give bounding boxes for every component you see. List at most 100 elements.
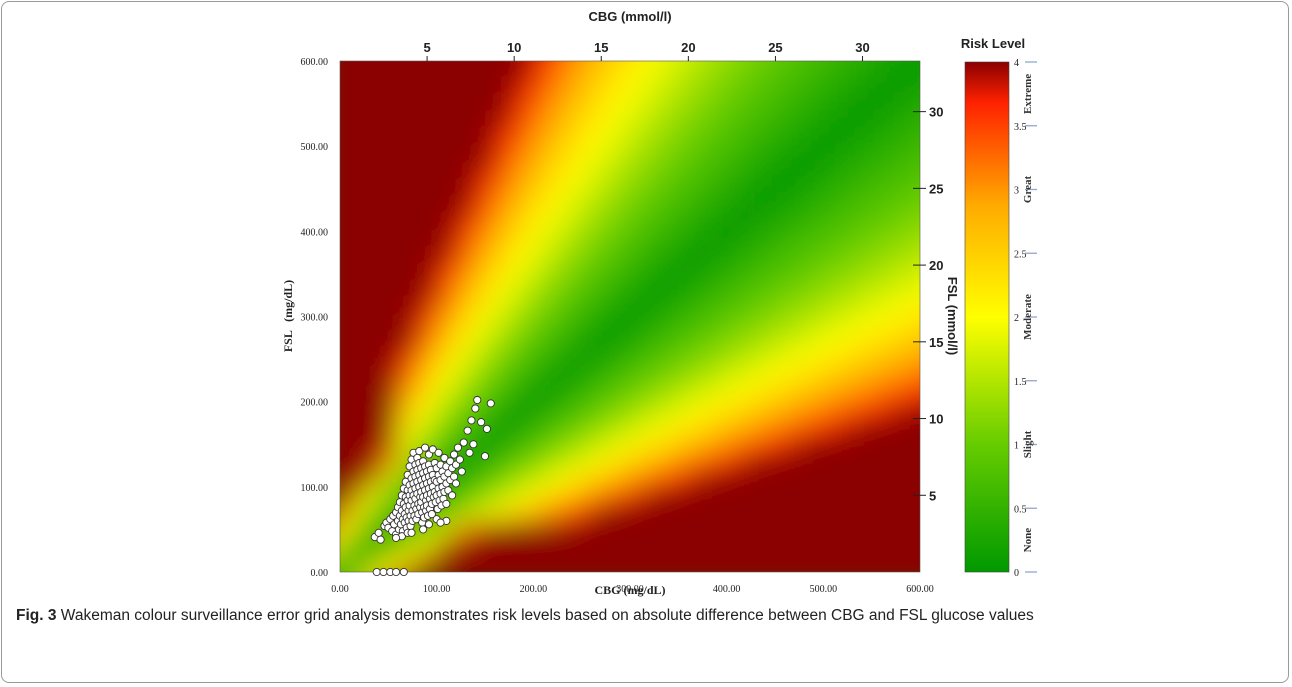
- heat-cell: [938, 196, 959, 215]
- heat-cell: [667, 383, 689, 403]
- heat-cell: [609, 179, 631, 199]
- heat-cell: [822, 247, 844, 267]
- heat-cell: [609, 145, 631, 165]
- heat-cell: [340, 247, 341, 267]
- data-point: [392, 533, 401, 542]
- heat-cell: [764, 77, 786, 97]
- heat-cell: [551, 502, 573, 522]
- heat-cell: [706, 111, 728, 131]
- heat-cell: [377, 366, 399, 386]
- heat-cell: [609, 61, 631, 80]
- heat-cell: [899, 247, 920, 267]
- heat-cell: [687, 383, 709, 403]
- heat-cell: [416, 400, 438, 420]
- heat-cell: [571, 519, 593, 539]
- heat-cell: [861, 162, 883, 182]
- heat-cell: [667, 417, 689, 437]
- heat-cell: [919, 349, 920, 369]
- heat-cell: [358, 366, 380, 386]
- x-top-tick-label: 25: [768, 40, 782, 55]
- heat-cell: [340, 196, 341, 216]
- heat-cell: [861, 264, 883, 284]
- heat-cell: [861, 77, 883, 97]
- heat-cell: [841, 281, 863, 301]
- heat-cell: [822, 349, 844, 369]
- heat-cell: [822, 264, 844, 284]
- heat-cell: [841, 349, 863, 369]
- heat-cell: [861, 298, 883, 318]
- heat-cell: [648, 502, 670, 522]
- heat-cell: [590, 179, 612, 199]
- colorbar-tick-label: 0: [1014, 568, 1019, 579]
- heat-cell: [803, 128, 825, 148]
- heat-cell: [377, 400, 399, 420]
- heat-cell: [435, 61, 457, 62]
- y-right-tick-label: 5: [929, 488, 936, 503]
- heat-cell: [474, 536, 496, 556]
- heat-cell: [725, 94, 747, 114]
- heat-cell: [745, 485, 767, 505]
- heat-cell: [880, 264, 902, 284]
- heat-cell: [493, 349, 515, 369]
- heat-cell: [725, 61, 747, 80]
- heat-cell: [629, 145, 651, 165]
- heat-cell: [377, 213, 399, 233]
- heat-cell: [822, 61, 844, 80]
- x-top-axis-label: CBG (mmol/l): [588, 9, 671, 24]
- heat-cell: [416, 383, 438, 403]
- heat-cell: [513, 264, 535, 284]
- heat-cell: [629, 298, 651, 318]
- heat-cell: [551, 162, 573, 182]
- heat-cell: [435, 264, 457, 284]
- heat-cell: [358, 468, 380, 488]
- heat-cell: [513, 417, 535, 437]
- caption-label: Fig. 3: [16, 607, 57, 624]
- heat-cell: [667, 61, 689, 62]
- heat-cell: [803, 468, 825, 488]
- heat-cell: [822, 519, 844, 539]
- heat-cell: [822, 213, 844, 233]
- heat-cell: [803, 26, 824, 45]
- heat-cell: [455, 502, 477, 522]
- heat-cell: [880, 383, 902, 403]
- heat-cell: [803, 298, 825, 318]
- heat-cell: [532, 451, 554, 471]
- heat-cell: [783, 536, 805, 556]
- heat-cell: [861, 281, 883, 301]
- heat-cell: [590, 196, 612, 216]
- colorbar-zone-label: Great: [1022, 176, 1034, 204]
- heat-cell: [841, 196, 863, 216]
- heat-cell: [667, 61, 689, 80]
- heat-cell: [493, 145, 515, 165]
- heat-cell: [745, 536, 767, 556]
- heat-cell: [377, 247, 399, 267]
- data-point: [434, 448, 443, 457]
- heat-cell: [551, 281, 573, 301]
- heat-cell: [435, 128, 457, 148]
- heat-cell: [340, 366, 341, 386]
- heat-cell: [861, 332, 883, 352]
- heat-cell: [474, 179, 496, 199]
- heat-cell: [571, 26, 592, 45]
- heat-cell: [513, 145, 535, 165]
- heat-cell: [397, 179, 419, 199]
- heat-cell: [745, 315, 767, 335]
- heat-cell: [532, 94, 554, 114]
- heat-cell: [571, 264, 593, 284]
- heat-cell: [493, 315, 515, 335]
- heat-cell: [899, 179, 920, 199]
- heat-cell: [822, 230, 844, 250]
- heat-cell: [783, 383, 805, 403]
- heat-cell: [435, 332, 457, 352]
- heat-cell: [745, 298, 767, 318]
- colorbar-tick-label: 3: [1014, 186, 1019, 197]
- heat-cell: [629, 61, 651, 80]
- heat-cell: [899, 383, 920, 403]
- data-point: [457, 467, 466, 476]
- heat-cell: [532, 332, 554, 352]
- data-point: [471, 404, 480, 413]
- heat-cell: [687, 366, 709, 386]
- heat-cell: [841, 417, 863, 437]
- heat-cell: [571, 502, 593, 522]
- heat-cell: [648, 553, 670, 572]
